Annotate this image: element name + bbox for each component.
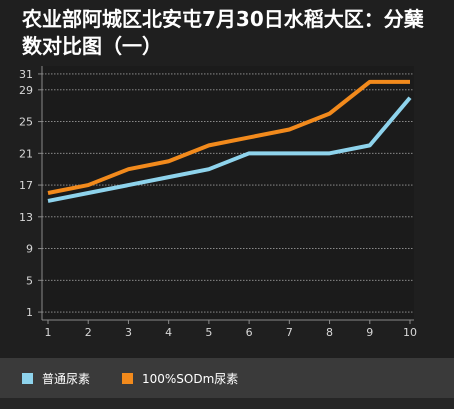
- bottom-strip: [0, 398, 454, 409]
- gridlines: [42, 73, 414, 313]
- series-line-2: [47, 79, 410, 195]
- chart-title: 农业部阿城区北安屯7月30日水稻大区：分蘖数对比图（一）: [22, 7, 424, 58]
- legend-item-series-2: 100%SODm尿素: [122, 370, 238, 387]
- series-lines: [47, 79, 412, 203]
- y-tick-label: 9: [26, 243, 33, 256]
- x-axis-ticks: 1 2 3 4 5 6 7 8 9 10: [45, 320, 417, 339]
- x-tick-label: 2: [85, 326, 92, 339]
- legend-swatch-series-2: [122, 373, 133, 384]
- y-tick-label: 17: [19, 179, 33, 192]
- y-tick-label: 13: [19, 211, 33, 224]
- legend-label-series-1: 普通尿素: [42, 372, 91, 386]
- x-tick-label: 9: [366, 326, 373, 339]
- legend-label-series-2: 100%SODm尿素: [142, 372, 239, 386]
- y-tick-label: 25: [19, 116, 33, 129]
- legend-swatch-series-1: [22, 373, 33, 384]
- x-tick-label: 3: [125, 326, 132, 339]
- y-tick-label: 21: [19, 147, 33, 160]
- y-tick-label: 1: [26, 306, 33, 319]
- series-line-1: [47, 96, 412, 203]
- x-tick-label: 1: [45, 326, 52, 339]
- y-tick-label: 29: [19, 84, 33, 97]
- y-tick-label: 31: [19, 68, 33, 81]
- x-tick-label: 8: [326, 326, 333, 339]
- plot-background: [42, 66, 414, 320]
- y-tick-label: 5: [26, 274, 33, 287]
- x-tick-label: 7: [286, 326, 293, 339]
- x-tick-label: 5: [205, 326, 212, 339]
- legend: 普通尿素 100%SODm尿素: [0, 358, 454, 398]
- legend-item-series-1: 普通尿素: [22, 370, 90, 387]
- x-tick-label: 10: [403, 326, 417, 339]
- x-tick-label: 4: [165, 326, 172, 339]
- line-chart: 1 5 9 13 17 21 25 29 31 1 2 3 4 5 6 7 8 9 10: [19, 66, 417, 339]
- x-tick-label: 6: [246, 326, 253, 339]
- y-axis-ticks: 1 5 9 13 17 21 25 29 31: [19, 68, 42, 319]
